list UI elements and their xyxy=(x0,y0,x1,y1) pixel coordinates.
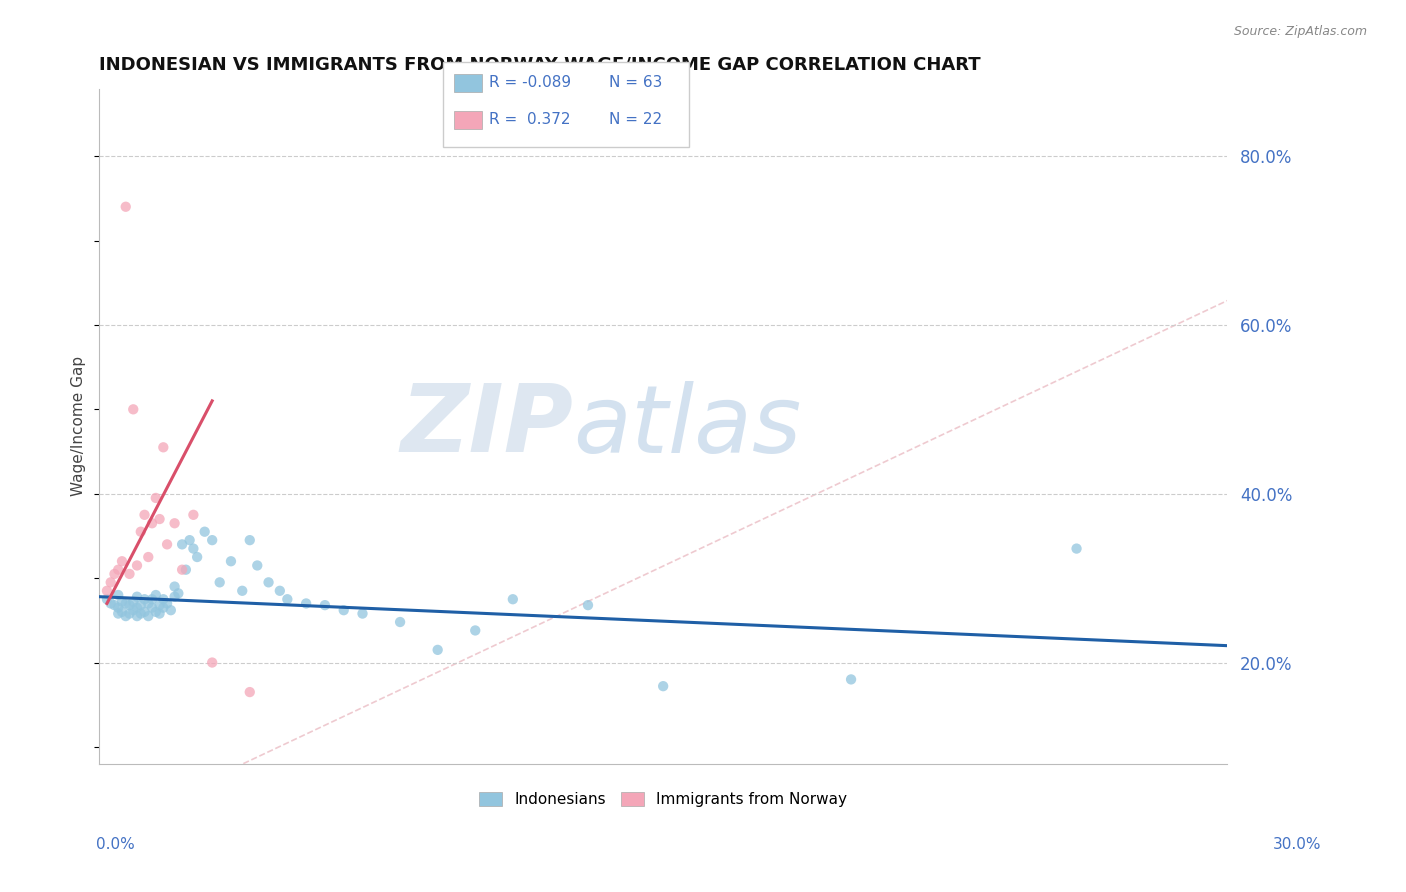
Point xyxy=(141,592,163,607)
Text: 0.0%: 0.0% xyxy=(96,837,135,852)
Point xyxy=(352,607,374,621)
Point xyxy=(111,605,134,619)
Point xyxy=(160,603,183,617)
Point xyxy=(145,588,167,602)
Point xyxy=(174,563,197,577)
Point xyxy=(129,524,152,539)
Point xyxy=(114,200,136,214)
Point xyxy=(389,615,412,629)
Point xyxy=(314,598,336,612)
Point xyxy=(257,575,280,590)
Point xyxy=(118,607,141,621)
Point xyxy=(145,491,167,505)
Point xyxy=(276,592,298,607)
Point xyxy=(125,558,148,573)
Point xyxy=(152,440,174,454)
Point xyxy=(134,605,156,619)
Point xyxy=(219,554,242,568)
Point xyxy=(122,603,145,617)
Point xyxy=(111,554,134,568)
Point xyxy=(145,605,167,619)
Point xyxy=(107,600,129,615)
Point xyxy=(125,600,148,615)
Point xyxy=(156,537,179,551)
Point xyxy=(148,598,170,612)
Point xyxy=(148,607,170,621)
Point xyxy=(239,685,262,699)
Point xyxy=(136,549,159,564)
Point xyxy=(295,597,318,611)
Point xyxy=(1066,541,1088,556)
Point xyxy=(839,673,862,687)
Point xyxy=(201,656,224,670)
Point xyxy=(576,598,599,612)
Point xyxy=(231,583,253,598)
Point xyxy=(152,592,174,607)
Point xyxy=(136,597,159,611)
Point xyxy=(152,600,174,615)
Point xyxy=(186,549,208,564)
Text: atlas: atlas xyxy=(574,381,801,472)
Point xyxy=(239,533,262,548)
Point xyxy=(111,595,134,609)
Point xyxy=(122,595,145,609)
Point xyxy=(464,624,486,638)
Point xyxy=(107,607,129,621)
Point xyxy=(122,402,145,417)
Point xyxy=(183,541,205,556)
Point xyxy=(96,583,118,598)
Point xyxy=(163,580,186,594)
Point xyxy=(201,533,224,548)
Point xyxy=(134,508,156,522)
Point xyxy=(114,609,136,624)
Point xyxy=(502,592,524,607)
Point xyxy=(141,600,163,615)
Point xyxy=(426,643,449,657)
Point xyxy=(100,575,122,590)
Text: Source: ZipAtlas.com: Source: ZipAtlas.com xyxy=(1233,25,1367,38)
Point xyxy=(96,592,118,607)
Point xyxy=(129,598,152,612)
Point xyxy=(100,597,122,611)
Point xyxy=(118,598,141,612)
Point xyxy=(103,566,125,581)
Text: INDONESIAN VS IMMIGRANTS FROM NORWAY WAGE/INCOME GAP CORRELATION CHART: INDONESIAN VS IMMIGRANTS FROM NORWAY WAG… xyxy=(100,55,981,73)
Text: R = -0.089: R = -0.089 xyxy=(489,75,571,89)
Point xyxy=(118,566,141,581)
Point xyxy=(652,679,675,693)
Point xyxy=(134,592,156,607)
Point xyxy=(148,512,170,526)
Point xyxy=(125,590,148,604)
Point xyxy=(107,588,129,602)
Point xyxy=(172,537,194,551)
Point xyxy=(129,607,152,621)
Text: N = 22: N = 22 xyxy=(609,112,662,127)
Point xyxy=(332,603,354,617)
Point xyxy=(114,597,136,611)
Point xyxy=(172,563,194,577)
Text: ZIP: ZIP xyxy=(401,380,574,472)
Text: R =  0.372: R = 0.372 xyxy=(489,112,571,127)
Point xyxy=(208,575,231,590)
Point xyxy=(125,609,148,624)
Point xyxy=(269,583,291,598)
Point xyxy=(194,524,217,539)
Point xyxy=(183,508,205,522)
Point xyxy=(246,558,269,573)
Text: N = 63: N = 63 xyxy=(609,75,662,89)
Point xyxy=(141,516,163,531)
Point xyxy=(103,598,125,612)
Point xyxy=(167,586,190,600)
Point xyxy=(163,590,186,604)
Point xyxy=(163,516,186,531)
Text: 30.0%: 30.0% xyxy=(1274,837,1322,852)
Y-axis label: Wage/Income Gap: Wage/Income Gap xyxy=(72,356,86,496)
Point xyxy=(179,533,201,548)
Legend: Indonesians, Immigrants from Norway: Indonesians, Immigrants from Norway xyxy=(472,786,853,814)
Point xyxy=(107,563,129,577)
Point xyxy=(156,597,179,611)
Point xyxy=(136,609,159,624)
